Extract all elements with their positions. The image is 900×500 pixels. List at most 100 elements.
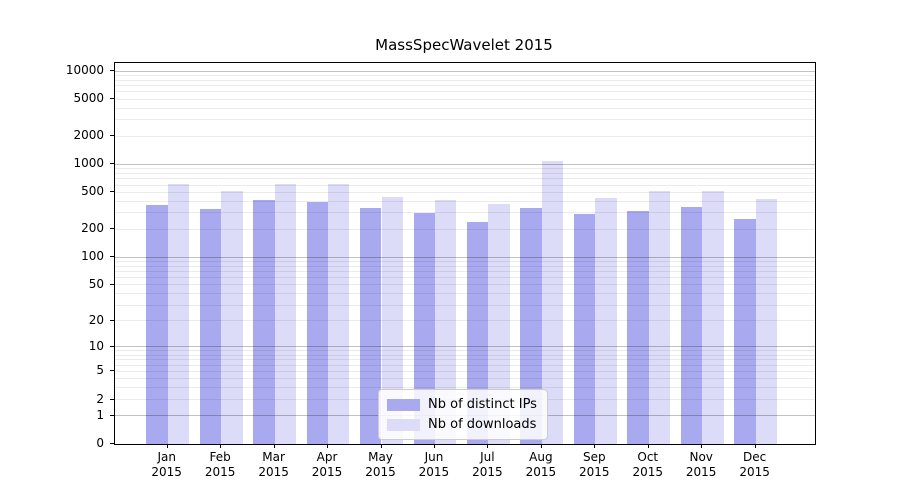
bar-distinct-ips-apr — [306, 201, 329, 444]
y-tick-mark — [110, 370, 114, 372]
grid-line-minor — [115, 191, 815, 193]
bar-downloads-jun — [434, 200, 457, 444]
x-tick-label-oct: Oct 2015 — [621, 450, 675, 480]
x-tick-mark — [487, 444, 489, 448]
legend: Nb of distinct IPs Nb of downloads — [378, 389, 548, 440]
bar-downloads-jul — [488, 204, 510, 444]
x-tick-mark — [647, 444, 649, 448]
legend-swatch-distinct-ips — [387, 398, 420, 411]
bar-downloads-aug — [541, 160, 564, 444]
grid-line-minor — [115, 277, 815, 279]
x-tick-label-year: 2015 — [311, 465, 343, 479]
x-tick-label-month: Aug — [529, 450, 553, 464]
legend-label: Nb of downloads — [428, 417, 537, 432]
x-tick-label-year: 2015 — [365, 465, 396, 479]
y-tick-label-1000: 1000 — [73, 156, 104, 171]
y-tick-label-1: 1 — [96, 407, 104, 422]
bar-downloads-dec — [755, 198, 778, 444]
chart-title: MassSpecWavelet 2015 — [375, 36, 553, 54]
grid-line-minor — [115, 370, 815, 372]
grid-line-minor — [115, 284, 815, 286]
grid-line-minor — [115, 350, 815, 352]
x-tick-label-month: May — [368, 450, 393, 464]
grid-line-minor — [115, 265, 815, 267]
grid-line-major — [115, 346, 815, 348]
grid-line-minor — [115, 85, 815, 87]
legend-entry: Nb of downloads — [387, 417, 537, 432]
grid-line-minor — [115, 354, 815, 356]
x-tick-mark — [166, 444, 168, 448]
grid-line-minor — [115, 107, 815, 109]
y-tick-mark — [110, 283, 114, 285]
bar-distinct-ips-jan — [146, 205, 168, 444]
grid-line-minor — [115, 79, 815, 81]
grid-line-minor — [115, 135, 815, 137]
x-tick-label-month: Mar — [262, 450, 285, 464]
grid-line-minor — [115, 293, 815, 295]
x-tick-mark — [701, 444, 703, 448]
y-tick-label-0: 0 — [96, 436, 104, 450]
y-tick-mark — [110, 163, 114, 165]
y-tick-mark — [110, 70, 114, 72]
x-tick-mark — [380, 444, 382, 448]
x-tick-label-jul: Jul 2015 — [460, 450, 514, 480]
y-tick-label-100: 100 — [81, 249, 104, 264]
y-tick-mark — [110, 414, 114, 416]
x-tick-mark — [220, 444, 222, 448]
grid-line-minor — [115, 212, 815, 214]
legend-label: Nb of distinct IPs — [428, 397, 537, 412]
bar-distinct-ips-oct — [627, 211, 649, 444]
y-tick-mark — [110, 319, 114, 321]
bar-downloads-feb — [221, 190, 243, 444]
x-tick-label-may: May 2015 — [354, 450, 408, 480]
x-tick-label-jan: Jan 2015 — [140, 450, 194, 480]
x-tick-label-year: 2015 — [739, 465, 770, 479]
x-tick-label-month: Oct — [637, 450, 659, 464]
x-tick-label-sep: Sep 2015 — [567, 450, 621, 480]
y-tick-mark — [110, 256, 114, 258]
grid-line-minor — [115, 172, 815, 174]
y-tick-mark — [110, 191, 114, 193]
x-tick-label-dec: Dec 2015 — [728, 450, 782, 480]
x-tick-label-feb: Feb 2015 — [193, 450, 247, 480]
grid-line-major — [115, 70, 815, 72]
grid-line-minor — [115, 98, 815, 100]
y-tick-label-10: 10 — [88, 338, 104, 353]
bar-distinct-ips-nov — [680, 206, 703, 444]
x-tick-label-year: 2015 — [632, 465, 664, 479]
y-tick-mark — [110, 98, 114, 100]
grid-line-minor — [115, 200, 815, 202]
x-tick-label-nov: Nov 2015 — [674, 450, 728, 480]
x-tick-label-year: 2015 — [258, 465, 289, 479]
grid-line-minor — [115, 119, 815, 121]
bar-distinct-ips-jul — [467, 222, 489, 444]
x-tick-label-month: Nov — [689, 450, 713, 464]
bar-distinct-ips-jun — [413, 213, 435, 444]
grid-line-minor — [115, 260, 815, 262]
y-tick-mark — [110, 135, 114, 137]
y-tick-label-2: 2 — [96, 391, 104, 406]
grid-line-minor — [115, 359, 815, 361]
y-tick-label-5: 5 — [96, 363, 104, 378]
y-tick-label-10000: 10000 — [65, 63, 104, 78]
bar-distinct-ips-may — [360, 207, 382, 444]
x-tick-label-month: Apr — [316, 450, 338, 464]
x-tick-label-month: Jul — [480, 450, 495, 464]
x-tick-mark — [754, 444, 756, 448]
x-tick-label-month: Sep — [582, 450, 606, 464]
y-tick-label-500: 500 — [81, 184, 104, 199]
plot-area — [114, 62, 816, 445]
grid-line-minor — [115, 304, 815, 306]
grid-line-minor — [115, 74, 815, 76]
x-tick-label-month: Feb — [209, 450, 231, 464]
y-tick-mark — [110, 228, 114, 230]
grid-line-minor — [115, 228, 815, 230]
grid-line-minor — [115, 387, 815, 389]
x-tick-label-year: 2015 — [418, 465, 450, 479]
bar-distinct-ips-aug — [520, 208, 542, 444]
bar-distinct-ips-feb — [199, 208, 222, 444]
x-tick-label-year: 2015 — [525, 465, 557, 479]
legend-swatch-downloads — [387, 418, 420, 431]
x-tick-label-year: 2015 — [472, 465, 503, 479]
